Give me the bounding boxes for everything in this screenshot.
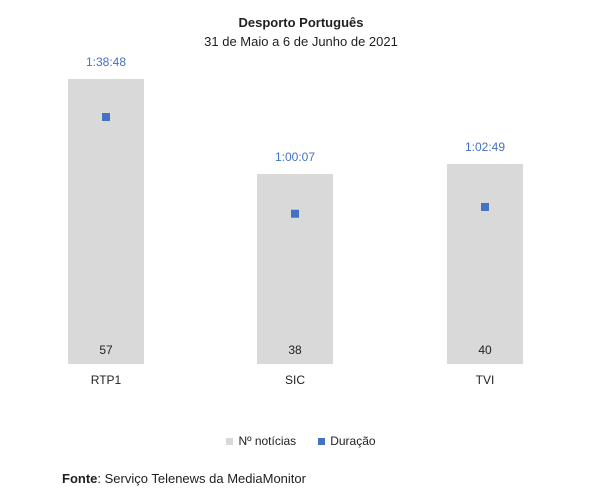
- category-label-rtp1: RTP1: [91, 373, 122, 387]
- bar-label-tvi: 40: [478, 343, 492, 357]
- duration-label-sic: 1:00:07: [275, 150, 315, 164]
- bar-rtp1: [68, 79, 144, 364]
- legend-item-duration[interactable]: Duração: [318, 434, 376, 448]
- category-label-sic: SIC: [285, 373, 305, 387]
- chart-subtitle: 31 de Maio a 6 de Junho de 2021: [204, 34, 398, 49]
- bar-tvi: [447, 164, 523, 364]
- source-label: Fonte: [62, 471, 98, 486]
- source-text: : Serviço Telenews da MediaMonitor: [97, 471, 306, 486]
- category-label-tvi: TVI: [476, 373, 495, 387]
- legend-swatch-news: [226, 437, 234, 445]
- chart-title: Desporto Português: [238, 15, 364, 30]
- legend-swatch-duration: [318, 437, 326, 445]
- duration-point-tvi: [481, 202, 489, 211]
- legend-label-news: Nº notícias: [238, 434, 297, 448]
- bar-sic: [257, 174, 333, 364]
- legend-item-news[interactable]: Nº notícias: [226, 434, 296, 448]
- duration-point-sic: [291, 209, 299, 218]
- bar-label-rtp1: 57: [99, 343, 113, 357]
- duration-label-tvi: 1:02:49: [465, 140, 505, 154]
- bar-label-sic: 38: [288, 343, 302, 357]
- duration-label-rtp1: 1:38:48: [86, 55, 126, 69]
- chart-legend: Nº notícias Duração: [0, 434, 602, 448]
- source-note: Fonte: Serviço Telenews da MediaMonitor: [62, 471, 306, 486]
- legend-label-duration: Duração: [330, 434, 376, 448]
- duration-point-rtp1: [102, 113, 110, 121]
